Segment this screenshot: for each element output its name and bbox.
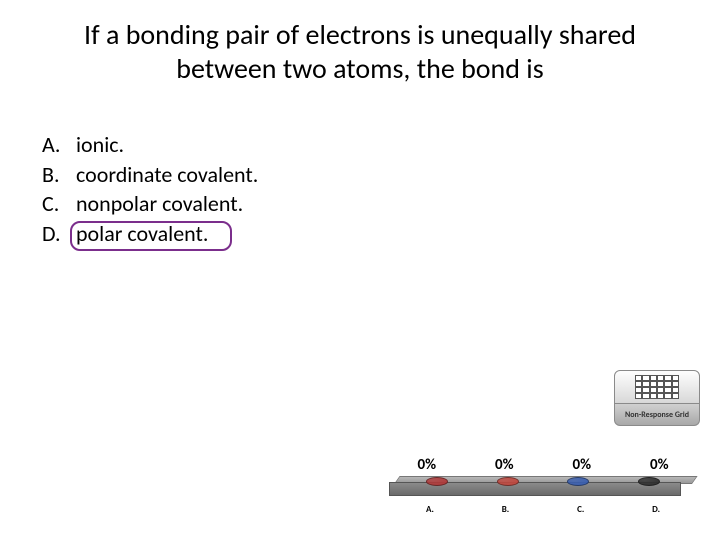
nrg-label: Non-Response Grid [614,404,700,426]
chart-value: 0% [650,456,669,474]
option-text: polar covalent. [76,219,208,249]
option-a: A. ionic. [42,130,258,160]
chart-x-label: B. [502,504,509,515]
option-letter: C. [42,189,76,219]
chart-value-labels: 0% 0% 0% 0% [388,456,698,474]
option-d: D. polar covalent. [42,219,258,249]
option-text: coordinate covalent. [76,160,258,190]
chart-value: 0% [572,456,591,474]
option-letter: B. [42,160,76,190]
grid-icon [614,370,700,404]
chart-x-labels: A. B. C. D. [388,504,698,515]
option-c: C. nonpolar covalent. [42,189,258,219]
chart-x-label: C. [577,504,584,515]
option-letter: A. [42,130,76,160]
non-response-grid-button[interactable]: Non-Response Grid [614,370,700,426]
options-list: A. ionic. B. coordinate covalent. C. non… [42,130,258,249]
chart-value: 0% [495,456,514,474]
chart-dot [497,477,519,486]
chart-dot [638,477,660,486]
chart-x-label: D. [652,504,660,515]
chart-dot [567,477,589,486]
chart-x-label: A. [426,504,434,515]
response-chart: 0% 0% 0% 0% A. B. C. D. [388,456,698,515]
option-letter: D. [42,219,76,249]
option-text: ionic. [76,130,124,160]
chart-dot [426,477,448,486]
chart-dots [394,477,692,486]
option-text: nonpolar covalent. [76,189,243,219]
question-text: If a bonding pair of electrons is unequa… [50,18,670,85]
option-b: B. coordinate covalent. [42,160,258,190]
chart-value: 0% [417,456,436,474]
chart-base [394,476,692,498]
